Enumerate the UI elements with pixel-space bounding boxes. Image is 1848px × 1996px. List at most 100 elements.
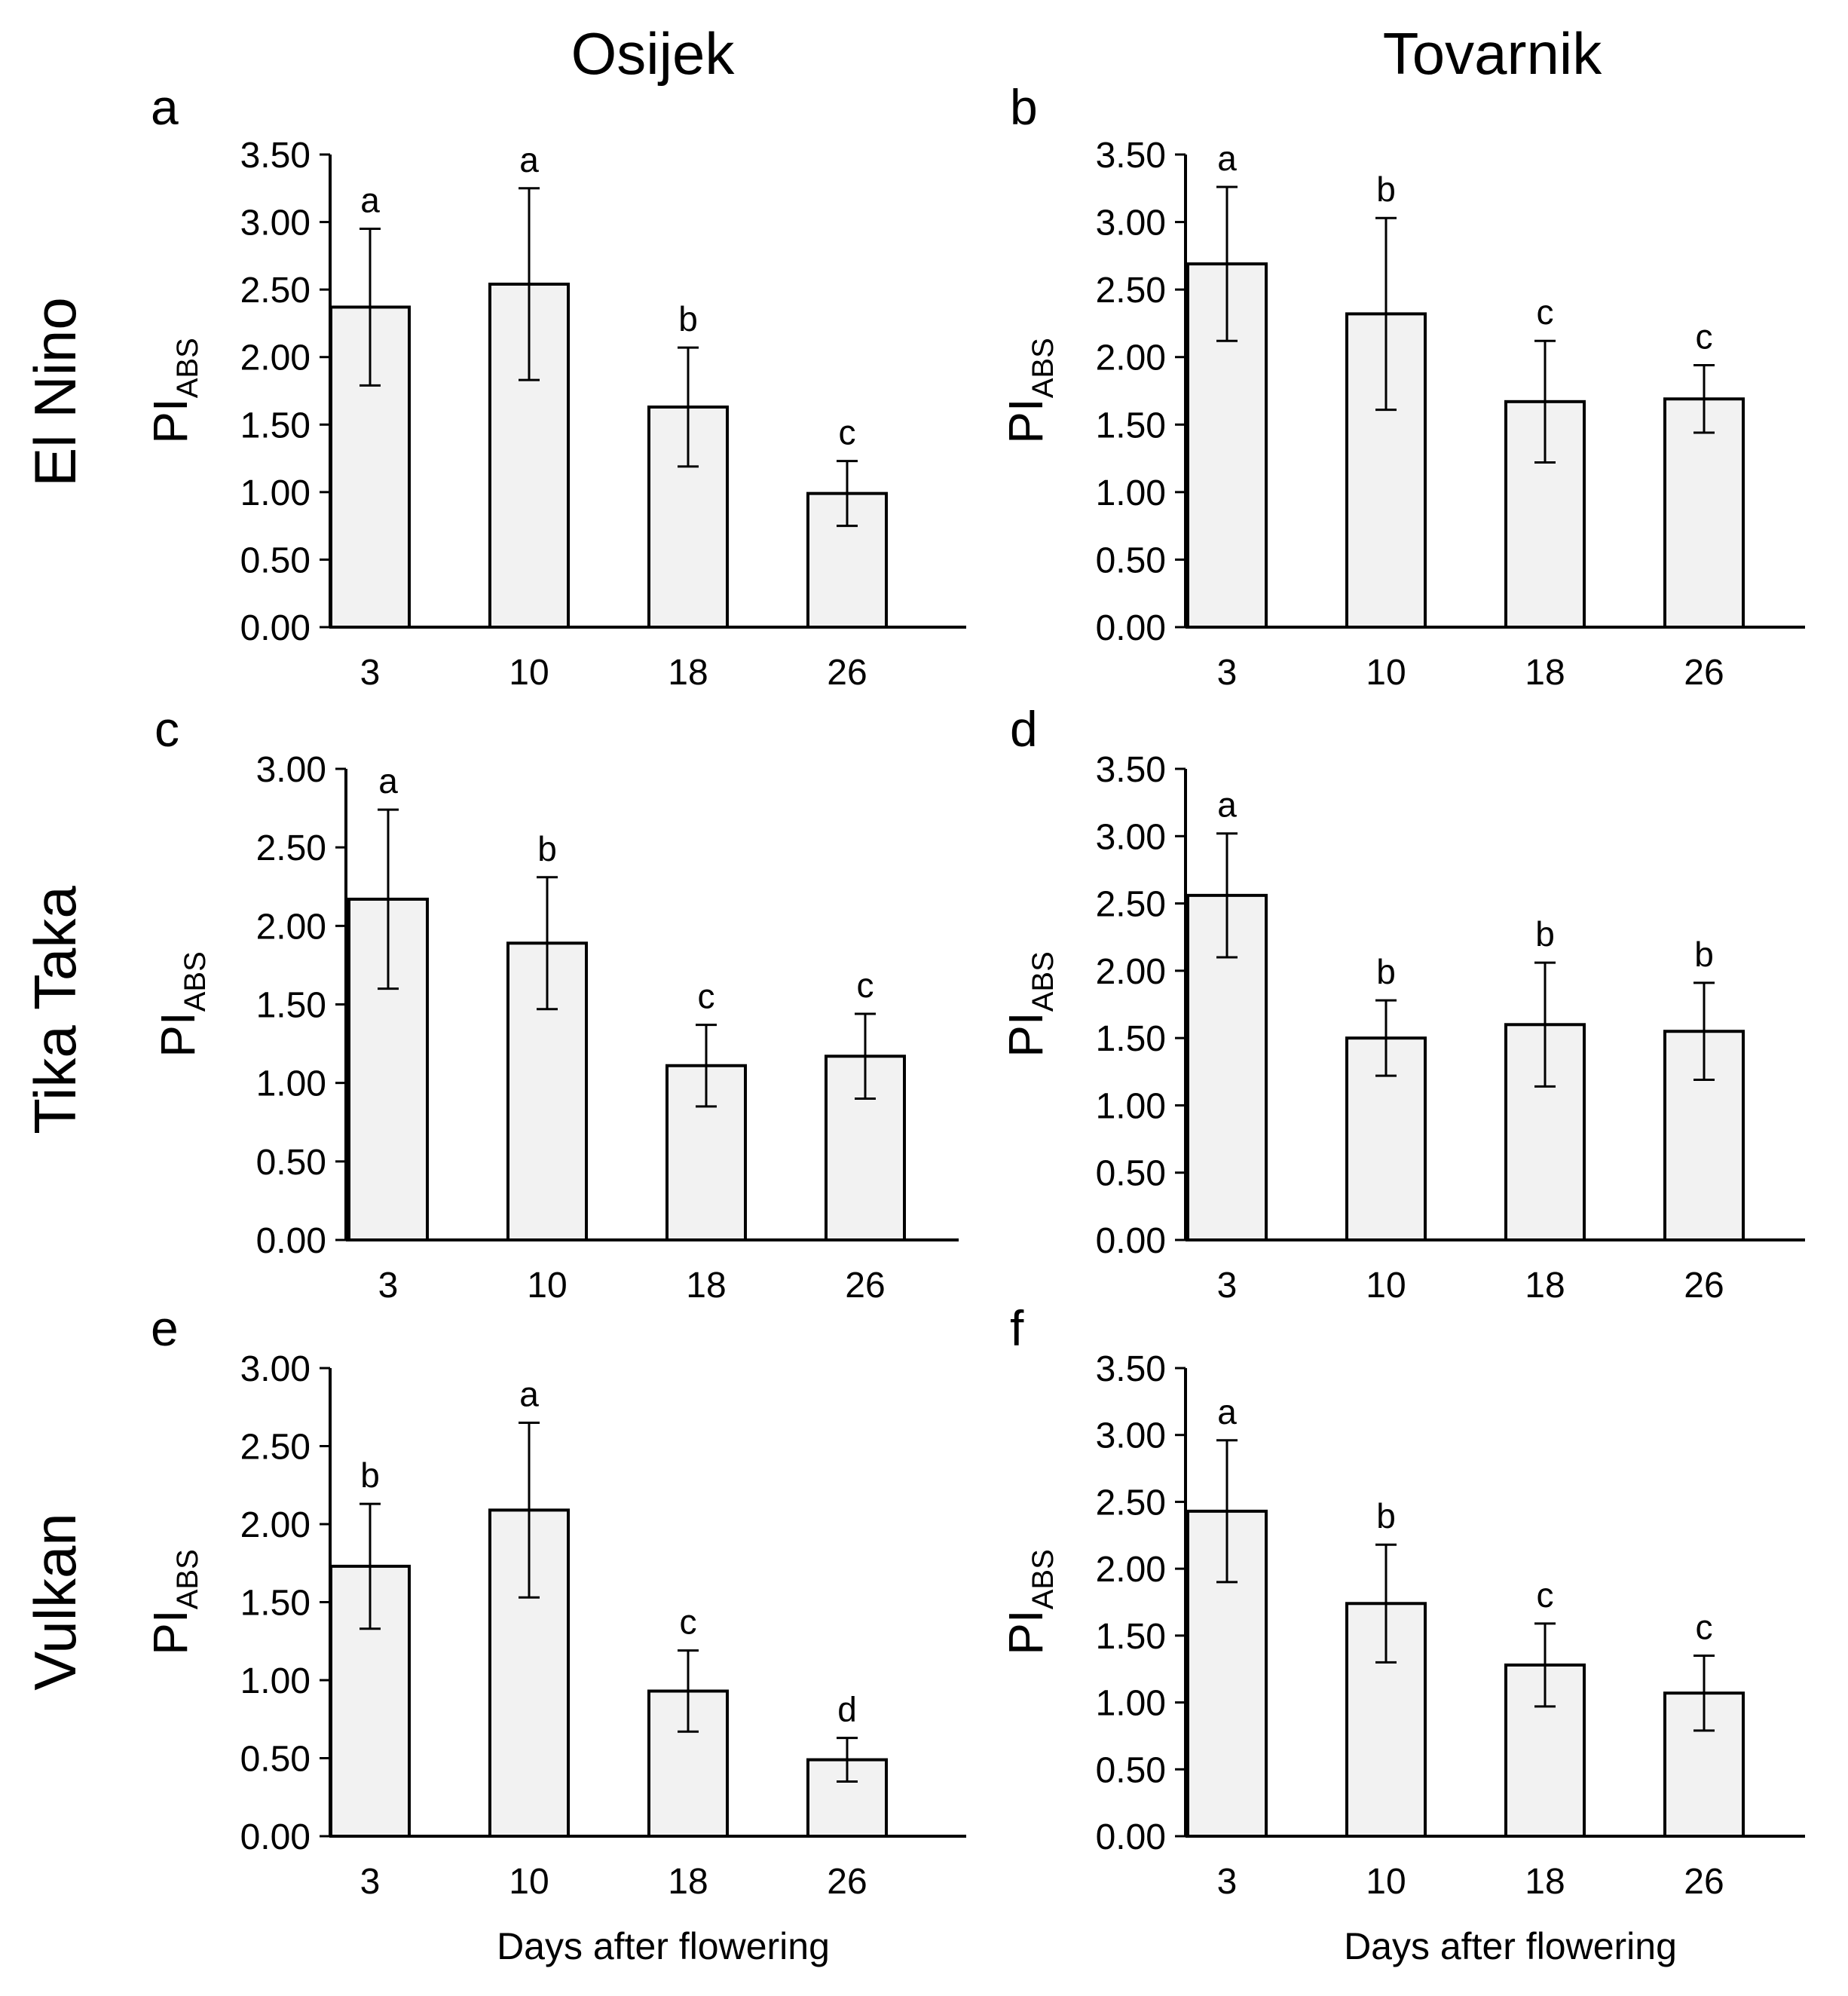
y-tick-label: 3.00 [1096,817,1166,857]
x-tick-label: 10 [1366,1266,1406,1306]
significance-letter: b [360,1456,380,1495]
y-axis-label-main: PI [999,398,1053,443]
x-tick-label: 18 [668,1862,708,1902]
x-tick-label: 26 [845,1266,885,1306]
y-axis-label-subscript: ABS [171,1549,204,1609]
x-axis-label: Days after flowering [497,1925,830,1967]
x-tick-label: 26 [1684,1862,1724,1902]
y-tick-label: 3.50 [240,136,311,176]
y-tick-label: 2.00 [1096,1550,1166,1590]
y-axis-label-main: PI [999,1012,1053,1057]
x-tick-label: 26 [827,653,867,693]
x-tick-label: 3 [1217,653,1238,693]
y-tick-label: 1.00 [240,1661,311,1701]
y-tick-label: 1.00 [256,1064,326,1104]
y-tick-label: 3.50 [1096,1349,1166,1389]
bar [488,282,570,629]
bar [806,1758,888,1838]
x-tick-label: 18 [1525,1862,1565,1902]
x-tick-label: 18 [1525,1266,1565,1306]
y-tick-label: 0.50 [256,1143,326,1183]
x-tick-label: 3 [360,1862,381,1902]
y-tick-label: 2.50 [1096,885,1166,925]
y-tick-label: 0.50 [1096,1750,1166,1790]
y-tick-label: 0.00 [1096,1817,1166,1857]
significance-letter: b [1694,935,1714,974]
y-tick-label: 2.50 [1096,1483,1166,1523]
y-tick-label: 0.00 [256,1221,326,1261]
x-tick-label: 18 [1525,653,1565,693]
y-axis-label: PIABS [999,338,1060,444]
x-tick-label: 26 [1684,653,1724,693]
significance-letter: a [1217,139,1237,178]
chart-panel-d: d 0.00 0.50 1.00 1.50 2.00 2.50 3.00 3.50 PIABS a 3… [999,701,1805,1306]
y-axis-label: PIABS [151,951,212,1058]
y-axis-label-subscript: ABS [171,338,204,398]
x-tick-label: 3 [378,1266,399,1306]
x-tick-label: 3 [1217,1266,1238,1306]
bar [647,405,729,629]
y-tick-label: 2.50 [1096,271,1166,311]
significance-letter: a [519,1374,539,1413]
panel-letter: f [1010,1300,1024,1356]
chart-panel-e: e 0.00 0.50 1.00 1.50 2.00 2.50 3.00 PIABS b 3 a 10 c… [143,1300,966,1967]
significance-letter: b [537,829,557,868]
y-tick-label: 0.00 [240,608,311,648]
significance-letter: c [680,1603,697,1642]
y-tick-label: 0.50 [1096,540,1166,580]
y-tick-label: 3.50 [1096,136,1166,176]
y-tick-label: 0.50 [240,540,311,580]
significance-letter: c [698,977,715,1016]
y-tick-label: 0.00 [1096,1221,1166,1261]
y-tick-label: 1.00 [1096,1086,1166,1126]
y-axis-label-main: PI [143,1609,197,1655]
y-axis-label-subscript: ABS [1026,951,1060,1012]
y-tick-label: 2.00 [240,1505,311,1545]
y-tick-label: 0.00 [240,1817,311,1857]
y-axis-label: PIABS [143,338,204,444]
y-axis-label-main: PI [999,1609,1053,1655]
significance-letter: b [1376,1496,1396,1535]
significance-letter: c [1696,317,1713,356]
significance-letter: a [378,761,398,801]
x-tick-label: 10 [509,1862,549,1902]
y-tick-label: 2.50 [240,271,311,311]
x-tick-label: 26 [827,1862,867,1902]
y-axis-label-subscript: ABS [179,951,212,1012]
significance-letter: b [1535,914,1555,954]
bar [1663,1030,1745,1241]
chart-panel-c: c 0.00 0.50 1.00 1.50 2.00 2.50 3.00 PIABS a 3 b 10 c… [151,701,959,1306]
y-tick-label: 2.50 [240,1428,311,1468]
panel-letter: c [155,701,179,757]
y-tick-label: 1.50 [1096,1617,1166,1657]
panel-letter: e [151,1300,179,1356]
y-tick-label: 0.50 [240,1740,311,1780]
chart-panel-f: f 0.00 0.50 1.00 1.50 2.00 2.50 3.00 3.50 PIABS a 3… [999,1300,1805,1967]
significance-letter: a [519,140,539,179]
y-tick-label: 2.00 [256,907,326,947]
significance-letter: c [1537,292,1554,332]
significance-letter: a [1217,785,1237,825]
y-axis-label-main: PI [151,1012,205,1057]
significance-letter: c [839,413,856,452]
significance-letter: c [857,966,874,1005]
y-tick-label: 3.00 [240,1349,311,1389]
bar [647,1689,729,1838]
significance-letter: b [1376,952,1396,991]
row-title-tika-taka: Tika Taka [22,886,88,1134]
y-axis-label-main: PI [143,398,197,443]
y-axis-label-subscript: ABS [1026,1549,1060,1609]
y-axis-label-subscript: ABS [1026,338,1060,398]
bar [1504,1023,1586,1242]
y-tick-label: 2.00 [1096,338,1166,378]
y-tick-label: 3.00 [240,204,311,243]
y-tick-label: 1.50 [1096,1019,1166,1059]
x-tick-label: 26 [1684,1266,1724,1306]
row-title-vulkan: Vulkan [22,1513,88,1691]
y-tick-label: 1.50 [240,406,311,445]
x-axis-label: Days after flowering [1344,1925,1677,1967]
significance-letter: a [360,181,380,220]
y-tick-label: 1.50 [256,986,326,1026]
panel-letter: d [1010,701,1038,757]
